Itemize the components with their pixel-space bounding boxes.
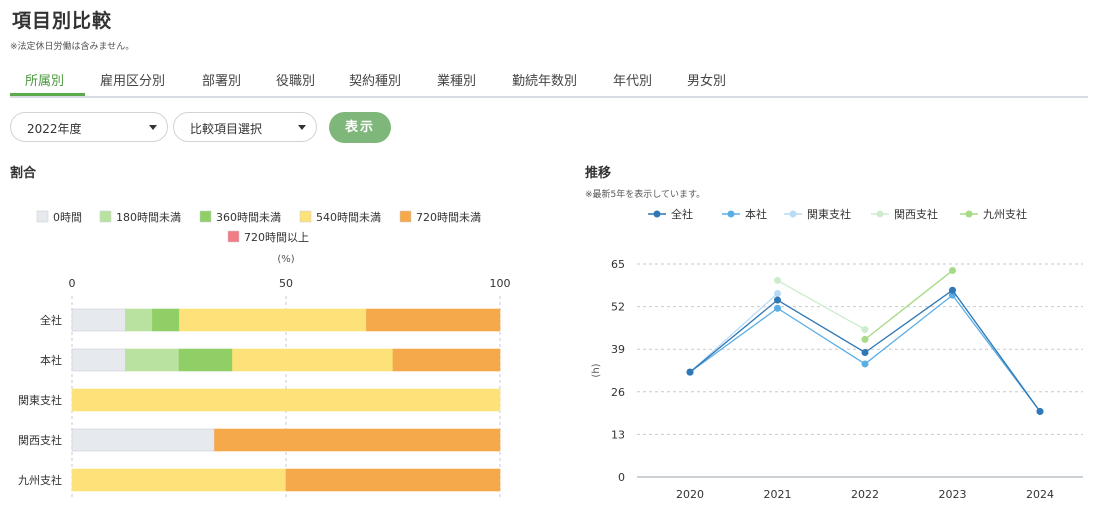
bar-segment <box>366 308 501 332</box>
legend-swatch-2 <box>199 210 212 223</box>
legend-label-3: 関西支社 <box>894 207 938 221</box>
x-tick-label: 2023 <box>939 488 967 501</box>
tab-position[interactable]: 役職別 <box>276 74 316 89</box>
legend-label-2: 360時間未満 <box>216 211 281 224</box>
x-tick-label: 2021 <box>764 488 792 501</box>
active-tab-underline <box>10 93 85 96</box>
compare-item-select-value: 比較項目選択 <box>190 122 263 136</box>
x-unit-label: (%) <box>277 254 294 265</box>
trend-note: ※最新5年を表示しています。 <box>585 190 706 200</box>
compare-item-select[interactable]: 比較項目選択 <box>173 112 317 142</box>
series-point-2 <box>774 289 781 297</box>
legend-label-1: 本社 <box>745 207 767 221</box>
bar-segment <box>71 388 501 412</box>
bar-segment <box>125 308 153 332</box>
legend-marker-4 <box>965 210 973 218</box>
trend-section-title: 推移 <box>585 166 612 181</box>
series-line-2 <box>689 293 778 373</box>
tab-contract-type[interactable]: 契約種別 <box>349 74 402 89</box>
legend-label-5: 720時間以上 <box>244 231 309 244</box>
legend-label-4: 九州支社 <box>983 207 1027 221</box>
page-title: 項目別比較 <box>12 10 113 32</box>
x-tick-label: 100 <box>490 277 511 290</box>
x-tick-label: 2020 <box>676 488 704 501</box>
category-label: 関西支社 <box>18 433 62 447</box>
bar-segment <box>71 428 215 452</box>
legend-swatch-1 <box>99 210 112 223</box>
series-point-0 <box>861 348 869 356</box>
legend-label-1: 180時間未満 <box>116 211 181 224</box>
legend-swatch-3 <box>299 210 312 223</box>
tab-industry[interactable]: 業種別 <box>437 74 477 89</box>
legend-swatch-0 <box>36 210 49 223</box>
bar-segment <box>392 348 501 372</box>
bar-segment <box>285 468 501 492</box>
tab-age-group[interactable]: 年代別 <box>613 74 653 89</box>
tab-gender[interactable]: 男女別 <box>687 74 727 89</box>
bar-segment <box>214 428 501 452</box>
category-label: 本社 <box>40 353 62 367</box>
tab-department[interactable]: 所属別 <box>25 74 65 89</box>
tab-bar: 所属別 雇用区分別 部署別 役職別 契約種別 業種別 勤続年数別 年代別 男女別 <box>10 62 1088 98</box>
legend-swatch-5 <box>227 230 240 243</box>
bar-segment <box>179 308 367 332</box>
tab-section[interactable]: 部署別 <box>202 74 242 89</box>
series-point-1 <box>861 360 869 368</box>
series-point-0 <box>774 296 781 304</box>
y-tick-label: 39 <box>611 343 625 356</box>
bar-segment <box>71 308 126 332</box>
x-tick-label: 50 <box>279 277 293 290</box>
bar-segment <box>152 308 180 332</box>
bar-segment <box>232 348 394 372</box>
year-select[interactable]: 2022年度 <box>10 112 168 142</box>
series-line-3 <box>777 279 866 331</box>
category-label: 全社 <box>40 313 62 327</box>
bar-segment <box>71 348 126 372</box>
page-note: ※法定休日労働は含みません。 <box>10 42 135 52</box>
series-point-3 <box>774 276 781 284</box>
legend-label-0: 0時間 <box>53 211 82 224</box>
series-point-1 <box>774 304 781 312</box>
y-tick-label: 13 <box>611 428 625 441</box>
chevron-down-icon <box>298 125 306 130</box>
legend-marker-1 <box>727 210 735 218</box>
series-point-4 <box>861 335 869 343</box>
series-point-0 <box>949 286 956 294</box>
series-line-4 <box>864 270 953 340</box>
y-tick-label: 26 <box>611 386 625 399</box>
series-point-4 <box>949 267 956 275</box>
chevron-down-icon <box>149 125 157 130</box>
legend-marker-2 <box>789 210 797 218</box>
legend-label-2: 関東支社 <box>807 207 851 221</box>
legend-swatch-4 <box>399 210 412 223</box>
tab-tenure[interactable]: 勤続年数別 <box>512 74 578 89</box>
year-select-value: 2022年度 <box>27 122 82 136</box>
trend-line-chart: 全社 本社 関東支社 関西支社 九州支社 0 13 26 39 52 65 (h) 2020 2021 20… <box>591 207 1083 501</box>
y-tick-label: 0 <box>618 471 625 484</box>
tab-employment-type[interactable]: 雇用区分別 <box>100 74 166 89</box>
ratio-bar-chart: 0時間 180時間未満 360時間未満 540時間未満 720時間未満 720時間以上 (%… <box>18 210 511 500</box>
x-tick-label: 0 <box>69 277 76 290</box>
x-tick-label: 2024 <box>1026 488 1054 501</box>
legend-marker-0 <box>653 210 661 218</box>
legend-label-3: 540時間未満 <box>316 211 381 224</box>
series-point-3 <box>861 326 869 334</box>
show-button[interactable]: 表示 <box>329 112 391 143</box>
legend-label-0: 全社 <box>671 207 693 221</box>
y-tick-label: 52 <box>611 301 625 314</box>
category-label: 関東支社 <box>18 393 62 407</box>
bar-segment <box>125 348 180 372</box>
bar-segment <box>71 468 287 492</box>
x-tick-label: 2022 <box>851 488 879 501</box>
category-label: 九州支社 <box>18 473 62 487</box>
y-axis-label: (h) <box>591 363 602 377</box>
series-point-0 <box>686 368 694 376</box>
bar-segment <box>178 348 233 372</box>
legend-marker-3 <box>876 210 884 218</box>
ratio-section-title: 割合 <box>10 166 37 181</box>
series-point-0 <box>1036 407 1044 415</box>
legend-label-4: 720時間未満 <box>416 211 481 224</box>
y-tick-label: 65 <box>611 258 625 271</box>
